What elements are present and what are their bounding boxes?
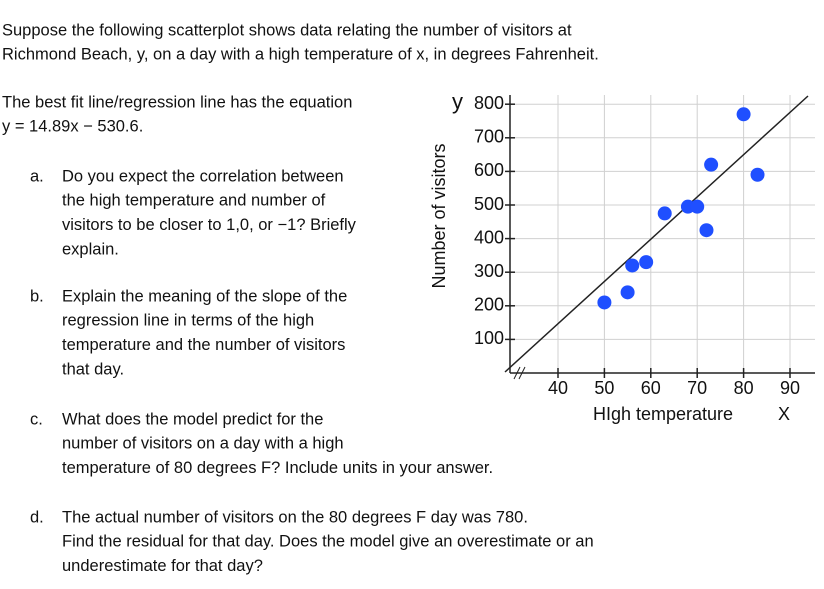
equation-line: The best fit line/regression line has th…: [2, 93, 352, 111]
y-tick-label: 600: [474, 160, 504, 180]
x-tick-label: 50: [594, 378, 614, 398]
data-point: [639, 255, 654, 270]
regression-line: [504, 95, 809, 373]
question-marker: c.: [30, 410, 43, 428]
y-tick-label: 800: [474, 93, 504, 113]
x-tick-label: 70: [687, 378, 707, 398]
question-line: Find the residual for that day. Does the…: [62, 533, 594, 551]
question-line: temperature of 80 degrees F? Include uni…: [62, 459, 493, 477]
question-line: underestimate for that day?: [62, 557, 263, 575]
question-line: temperature and the number of visitors: [62, 336, 345, 354]
question-line: the high temperature and number of: [62, 192, 326, 210]
question-marker: b.: [30, 287, 44, 305]
y-variable: y: [452, 89, 463, 114]
x-tick-label: 40: [548, 378, 568, 398]
question-line: visitors to be closer to 1,0, or −1? Bri…: [62, 216, 357, 234]
question-marker: a.: [30, 167, 44, 185]
data-point: [657, 206, 672, 221]
question-line: The actual number of visitors on the 80 …: [62, 508, 528, 526]
x-tick-label: 60: [641, 378, 661, 398]
data-point: [750, 167, 765, 182]
y-tick-label: 200: [474, 295, 504, 315]
question-line: number of visitors on a day with a high: [62, 435, 344, 453]
data-point: [690, 199, 705, 214]
y-tick-label: 700: [474, 127, 504, 147]
data-point: [736, 107, 751, 122]
intro-line: Richmond Beach, y, on a day with a high …: [2, 45, 599, 63]
x-axis-label: HIgh temperature: [593, 404, 733, 424]
intro-line: Suppose the following scatterplot shows …: [2, 21, 572, 39]
data-point: [699, 223, 714, 238]
y-axis-label: Number of visitors: [429, 143, 449, 288]
data-point: [625, 258, 640, 273]
x-tick-label: 80: [734, 378, 754, 398]
question-marker: d.: [30, 508, 44, 526]
x-variable: X: [778, 404, 790, 424]
data-point: [620, 285, 635, 300]
data-point: [704, 157, 719, 172]
equation-line: y = 14.89x − 530.6.: [2, 117, 143, 135]
axis-break: [513, 366, 526, 380]
y-tick-label: 100: [474, 328, 504, 348]
question-line: Explain the meaning of the slope of the: [62, 287, 347, 305]
y-tick-label: 300: [474, 261, 504, 281]
question-line: that day.: [62, 360, 124, 378]
x-tick-label: 90: [780, 378, 800, 398]
y-tick-label: 400: [474, 227, 504, 247]
data-point: [597, 295, 612, 310]
question-line: regression line in terms of the high: [62, 312, 314, 330]
y-tick-label: 500: [474, 194, 504, 214]
question-line: explain.: [62, 240, 119, 258]
question-line: Do you expect the correlation between: [62, 167, 344, 185]
question-line: What does the model predict for the: [62, 410, 323, 428]
